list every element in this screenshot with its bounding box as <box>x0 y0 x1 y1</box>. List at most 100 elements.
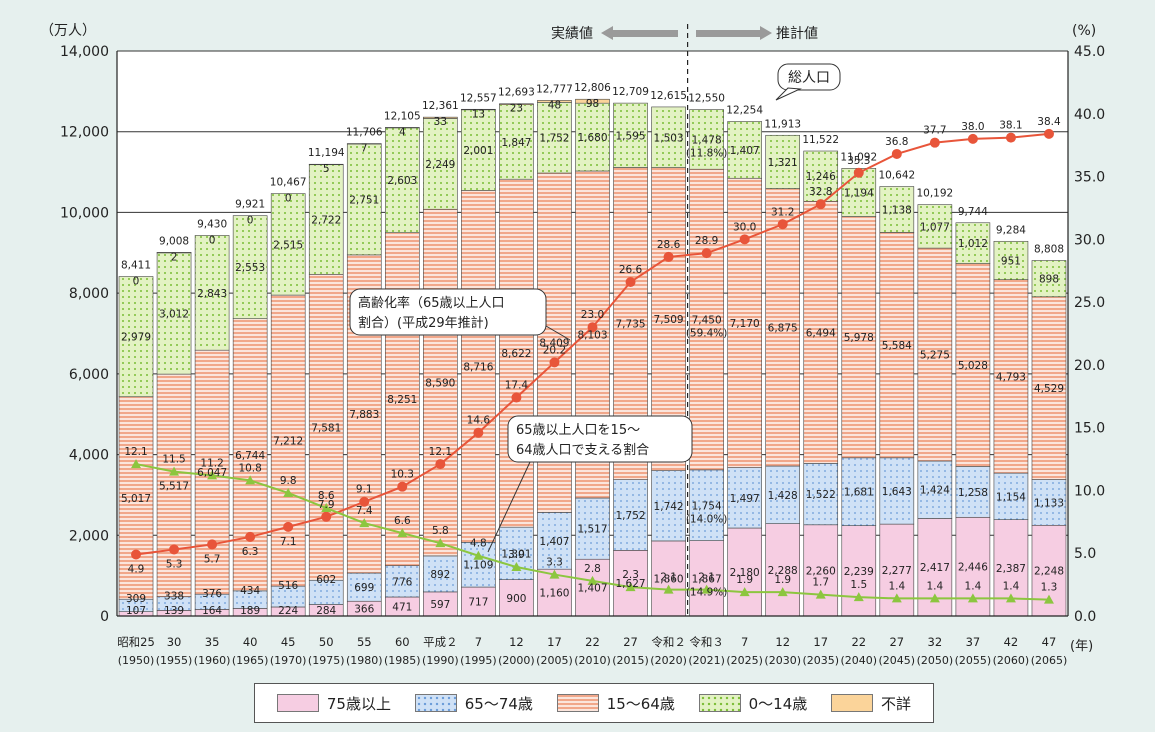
unknown-label: 4 <box>399 126 406 138</box>
total-label: 12,361 <box>422 100 459 112</box>
legend-item-0-14: 0〜14歳 <box>698 693 808 714</box>
segment-label: 5,978 <box>844 332 874 344</box>
aging-rate-label: 30.0 <box>733 221 756 233</box>
aging-rate-point <box>853 167 864 178</box>
support-ratio-label: 1.4 <box>927 580 944 592</box>
x-tick-label-bottom: (2045) <box>879 654 916 667</box>
x-tick-label-top: 45 <box>281 635 296 649</box>
legend-item-75plus: 75歳以上 <box>276 693 391 714</box>
total-label: 12,806 <box>574 82 611 94</box>
x-tick-label-top: 47 <box>1042 635 1057 649</box>
right-tick-label: 35.0 <box>1074 170 1105 186</box>
total-label: 12,557 <box>460 92 497 104</box>
total-label: 9,744 <box>958 206 988 218</box>
segment-label: 2,288 <box>768 565 798 577</box>
bar-15-64 <box>384 232 420 566</box>
aging-rate-point <box>169 544 180 555</box>
total-label: 12,693 <box>498 87 535 99</box>
bar-15-64 <box>156 373 192 598</box>
bar-15-64 <box>765 188 801 467</box>
x-tick-label-bottom: (1970) <box>270 654 307 667</box>
bar-15-64 <box>917 247 953 462</box>
left-tick-label: 10,000 <box>60 205 109 221</box>
x-tick-label-top: 令和２ <box>651 635 686 649</box>
aging-rate-label: 32.8 <box>809 186 832 198</box>
support-ratio-label: 11.2 <box>200 457 223 469</box>
segment-label: 2,387 <box>996 563 1026 575</box>
bar-unknown <box>499 103 534 105</box>
bar-0-14 <box>765 134 801 189</box>
bar-unknown <box>575 98 610 104</box>
unknown-label: 0 <box>285 193 292 205</box>
segment-label: 1,077 <box>920 221 950 233</box>
x-tick-label-top: 平成２ <box>423 635 458 649</box>
total-label: 12,777 <box>536 83 573 95</box>
segment-label: 8,251 <box>387 394 417 406</box>
segment-label: 284 <box>316 605 336 617</box>
aging-rate-label: 36.8 <box>885 136 908 148</box>
aging-rate-label: 35.3 <box>847 155 870 167</box>
support-ratio-label: 1.7 <box>812 577 829 589</box>
x-tick-label-bottom: (1985) <box>384 654 421 667</box>
unknown-label: 5 <box>323 163 330 175</box>
support-ratio-label: 1.4 <box>1003 580 1020 592</box>
aging-rate-point <box>359 496 370 507</box>
legend-label: 65〜74歳 <box>464 694 533 713</box>
segment-label: 309 <box>126 593 146 605</box>
support-ratio-point <box>739 587 750 597</box>
bar-65-74 <box>423 555 458 593</box>
x-tick-label-top: 17 <box>547 635 562 649</box>
segment-label: 597 <box>430 599 450 611</box>
segment-label: 376 <box>202 588 222 600</box>
bar-15-64 <box>461 190 496 543</box>
aging-rate-point <box>777 219 788 230</box>
segment-label: 3,012 <box>159 308 189 320</box>
segment-label: 8,716 <box>463 361 493 373</box>
total-label: 12,105 <box>384 110 421 122</box>
bar-65-74 <box>537 512 572 570</box>
aging-rate-label: 23.0 <box>581 309 604 321</box>
segment-label: 189 <box>240 605 260 617</box>
left-tick-label: 4,000 <box>69 448 109 464</box>
segment-label: 2,979 <box>121 332 151 344</box>
segment-label: 7,883 <box>349 409 379 421</box>
x-axis-unit: (年) <box>1070 639 1093 654</box>
total-label: 8,411 <box>121 260 151 272</box>
legend-label: 0〜14歳 <box>748 694 808 713</box>
right-tick-label: 20.0 <box>1074 358 1105 374</box>
aging-rate-point <box>1005 132 1016 143</box>
bar-15-64 <box>993 279 1029 474</box>
x-tick-label-top: 30 <box>167 635 182 649</box>
x-tick-label-bottom: (1995) <box>460 654 497 667</box>
bar-75plus <box>575 558 610 617</box>
bar-15-64 <box>1031 296 1067 480</box>
aging-rate-label: 28.9 <box>695 235 718 247</box>
aging-rate-label: 20.2 <box>543 344 566 356</box>
segment-label: 1,012 <box>958 238 988 250</box>
bar-65-74 <box>346 572 382 602</box>
aging-callout: 高齢化率（65歳以上人口 割合）(平成29年推計) <box>349 288 571 341</box>
segment-label: 1,860 <box>654 573 684 585</box>
x-tick-label-top: 17 <box>813 635 828 649</box>
segment-label: 7,509 <box>654 314 684 326</box>
x-tick-label-top: 7 <box>475 635 482 649</box>
bar-65-74 <box>384 565 420 598</box>
support-ratio-label: 6.6 <box>394 515 411 527</box>
unknown-label: 48 <box>548 99 561 111</box>
total-label: 10,467 <box>270 177 307 189</box>
segment-label: 1,522 <box>806 489 836 501</box>
support-ratio-label: 1.9 <box>736 574 753 586</box>
total-label: 10,642 <box>878 170 915 182</box>
support-ratio-point <box>549 569 560 579</box>
x-tick-label-top: 昭和25 <box>117 635 155 649</box>
x-tick-label-bottom: (2035) <box>802 654 839 667</box>
support-ratio-label: 2.8 <box>584 563 601 575</box>
x-tick-label-top: 35 <box>205 635 220 649</box>
segment-label: 1,407 <box>730 145 760 157</box>
bar-unknown <box>537 100 572 103</box>
segment-label: 717 <box>468 597 488 609</box>
segment-label: 7,450 <box>692 315 722 327</box>
segment-label: 1,503 <box>654 132 684 144</box>
bar-65-74 <box>308 579 344 605</box>
total-label: 11,194 <box>308 147 345 159</box>
